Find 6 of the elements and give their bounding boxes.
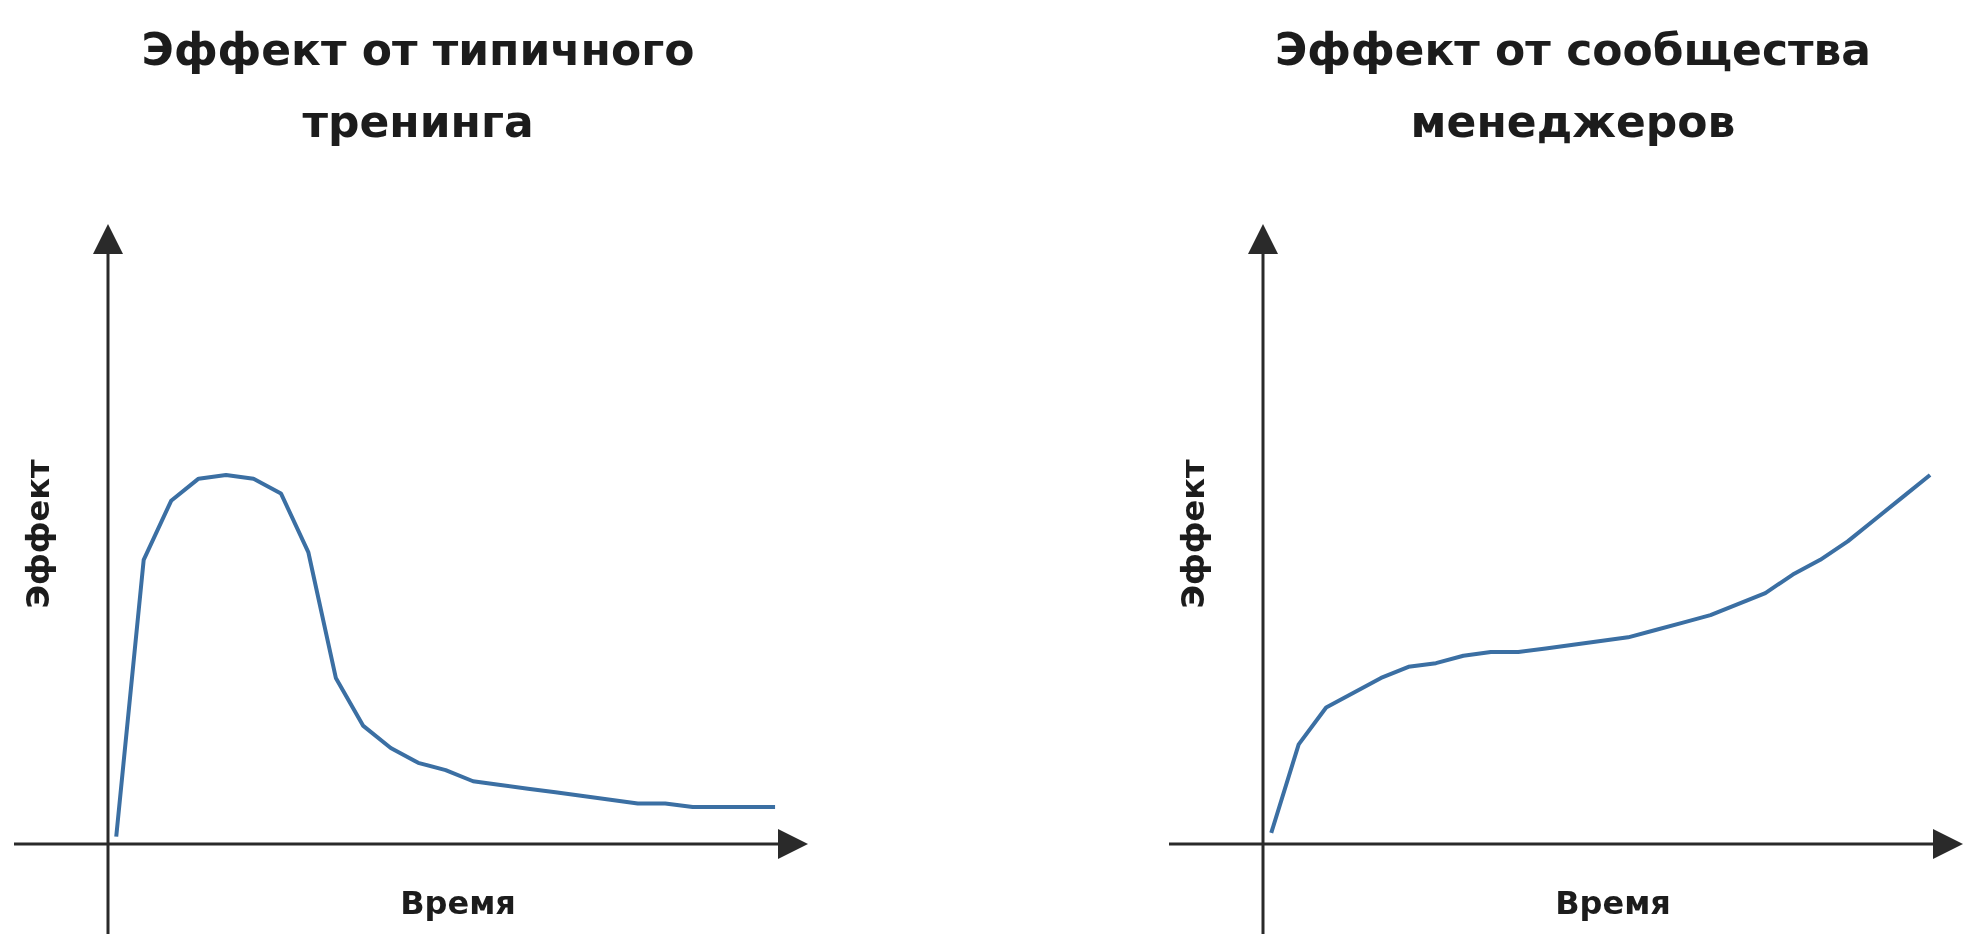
y-axis-title: Эффект — [1174, 459, 1213, 609]
chart-title: Эффект от сообщества менеджеров — [1273, 23, 1872, 149]
x-axis-title: Время — [400, 884, 516, 922]
y-axis-title: Эффект — [19, 459, 58, 609]
x-axis-title: Время — [1555, 884, 1671, 922]
chart-title: Эффект от типичного тренинга — [140, 23, 696, 149]
